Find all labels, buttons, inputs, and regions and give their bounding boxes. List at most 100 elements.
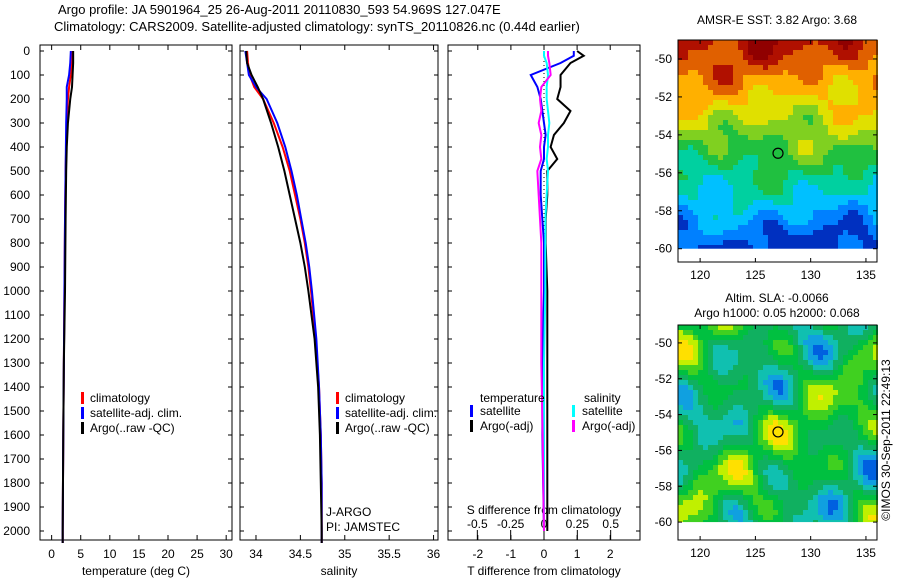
map-cell (873, 120, 878, 125)
map-cell (713, 345, 718, 350)
map-cell (713, 440, 718, 445)
x-axis-label: salinity (321, 564, 358, 578)
map-cell (783, 475, 788, 480)
map-cell (843, 495, 848, 500)
map-cell (868, 85, 873, 90)
map-cell (843, 445, 848, 450)
map-cell (843, 80, 848, 85)
map-cell (748, 135, 753, 140)
map-cell (803, 140, 808, 145)
map-cell (738, 465, 743, 470)
map-cell (813, 80, 818, 85)
map-cell (873, 215, 878, 220)
map-cell (818, 195, 823, 200)
map-cell (778, 350, 783, 355)
map-cell (803, 500, 808, 505)
map-cell (813, 245, 818, 249)
map-cell (768, 515, 773, 520)
map-cell (803, 460, 808, 465)
map-cell (788, 40, 793, 45)
map-cell (753, 210, 758, 215)
map-cell (753, 480, 758, 485)
map-cell (768, 95, 773, 100)
map-cell (833, 230, 838, 235)
map-cell (843, 330, 848, 335)
map-cell (808, 460, 813, 465)
map-cell (848, 225, 853, 230)
map-cell (838, 180, 843, 185)
map-cell (733, 205, 738, 210)
map-cell (743, 150, 748, 155)
map-cell (743, 445, 748, 450)
lat-tick-label: -56 (655, 443, 673, 457)
map-cell (813, 155, 818, 160)
map-cell (838, 495, 843, 500)
map-cell (738, 435, 743, 440)
map-cell (698, 60, 703, 65)
map-cell (788, 435, 793, 440)
map-cell (858, 445, 863, 450)
map-cell (813, 40, 818, 45)
map-cell (748, 180, 753, 185)
map-cell (813, 150, 818, 155)
map-cell (748, 175, 753, 180)
map-cell (833, 190, 838, 195)
map-cell (748, 165, 753, 170)
map-cell (793, 465, 798, 470)
map-cell (763, 130, 768, 135)
map-cell (858, 345, 863, 350)
map-cell (873, 235, 878, 240)
map-cell (798, 505, 803, 510)
map-cell (733, 115, 738, 120)
map-cell (678, 355, 683, 360)
map-cell (743, 370, 748, 375)
map-cell (803, 220, 808, 225)
map-cell (703, 505, 708, 510)
map-cell (863, 340, 868, 345)
map-cell (728, 95, 733, 100)
map-cell (853, 355, 858, 360)
map-cell (803, 455, 808, 460)
map-cell (683, 45, 688, 50)
map-cell (733, 355, 738, 360)
map-cell (768, 170, 773, 175)
map-cell (688, 105, 693, 110)
map-cell (783, 390, 788, 395)
map-cell (748, 160, 753, 165)
map-cell (743, 340, 748, 345)
map-cell (708, 490, 713, 495)
map-cell (773, 415, 778, 420)
map-cell (753, 155, 758, 160)
map-cell (743, 375, 748, 380)
map-cell (808, 245, 813, 249)
map-cell (723, 475, 728, 480)
map-cell (768, 165, 773, 170)
profile-line-argo-raw-qc- (245, 50, 323, 543)
map-cell (803, 85, 808, 90)
map-cell (753, 200, 758, 205)
map-cell (778, 235, 783, 240)
map-cell (863, 345, 868, 350)
map-cell (838, 170, 843, 175)
map-cell (778, 130, 783, 135)
map-cell (733, 515, 738, 520)
map-cell (698, 135, 703, 140)
map-cell (773, 135, 778, 140)
map-cell (778, 85, 783, 90)
map-cell (683, 395, 688, 400)
map-cell (868, 515, 873, 520)
map-cell (698, 505, 703, 510)
map-cell (828, 520, 833, 523)
map-cell (788, 85, 793, 90)
map-cell (788, 355, 793, 360)
map-cell (798, 190, 803, 195)
map-cell (768, 60, 773, 65)
map-cell (783, 470, 788, 475)
map-cell (873, 485, 878, 490)
map-cell (783, 420, 788, 425)
map-cell (798, 455, 803, 460)
map-cell (678, 380, 683, 385)
map-cell (708, 110, 713, 115)
map-cell (678, 445, 683, 450)
map-cell (873, 60, 878, 65)
